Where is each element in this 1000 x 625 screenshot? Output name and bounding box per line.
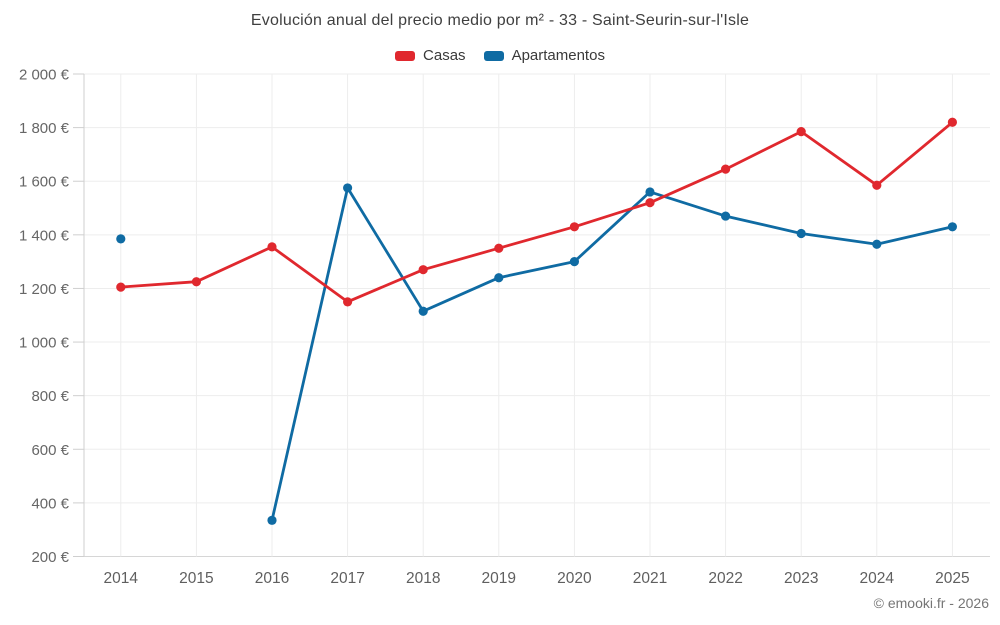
legend-label-apartamentos: Apartamentos (511, 47, 605, 64)
svg-text:2017: 2017 (330, 570, 364, 587)
svg-text:1 400 €: 1 400 € (19, 227, 70, 244)
svg-text:800 €: 800 € (31, 388, 69, 405)
svg-text:1 000 €: 1 000 € (19, 335, 70, 352)
svg-text:2016: 2016 (255, 570, 289, 587)
svg-text:2024: 2024 (860, 570, 895, 587)
legend-label-casas: Casas (423, 47, 466, 64)
svg-text:1 800 €: 1 800 € (19, 120, 70, 137)
svg-text:2025: 2025 (935, 570, 969, 587)
svg-text:200 €: 200 € (31, 549, 69, 566)
legend-item-casas[interactable]: Casas (395, 47, 466, 64)
legend-item-apartamentos[interactable]: Apartamentos (483, 47, 605, 64)
svg-text:2015: 2015 (179, 570, 213, 587)
svg-text:2018: 2018 (406, 570, 440, 587)
footer-credit: © emooki.fr - 2026 (873, 595, 989, 611)
svg-text:2019: 2019 (482, 570, 516, 587)
svg-text:1 600 €: 1 600 € (19, 174, 70, 191)
svg-text:2020: 2020 (557, 570, 592, 587)
svg-text:400 €: 400 € (31, 495, 69, 512)
svg-text:1 200 €: 1 200 € (19, 281, 70, 298)
svg-text:600 €: 600 € (31, 442, 69, 459)
casas-series-swatch-icon (395, 50, 416, 61)
svg-text:2022: 2022 (708, 570, 742, 587)
svg-text:2014: 2014 (104, 570, 139, 587)
chart-legend: Casas Apartamentos (0, 47, 1000, 64)
svg-text:2023: 2023 (784, 570, 818, 587)
svg-text:2021: 2021 (633, 570, 667, 587)
svg-text:2 000 €: 2 000 € (19, 67, 70, 84)
chart-title: Evolución anual del precio medio por m² … (250, 12, 750, 29)
apartamentos-series-swatch-icon (483, 50, 504, 61)
